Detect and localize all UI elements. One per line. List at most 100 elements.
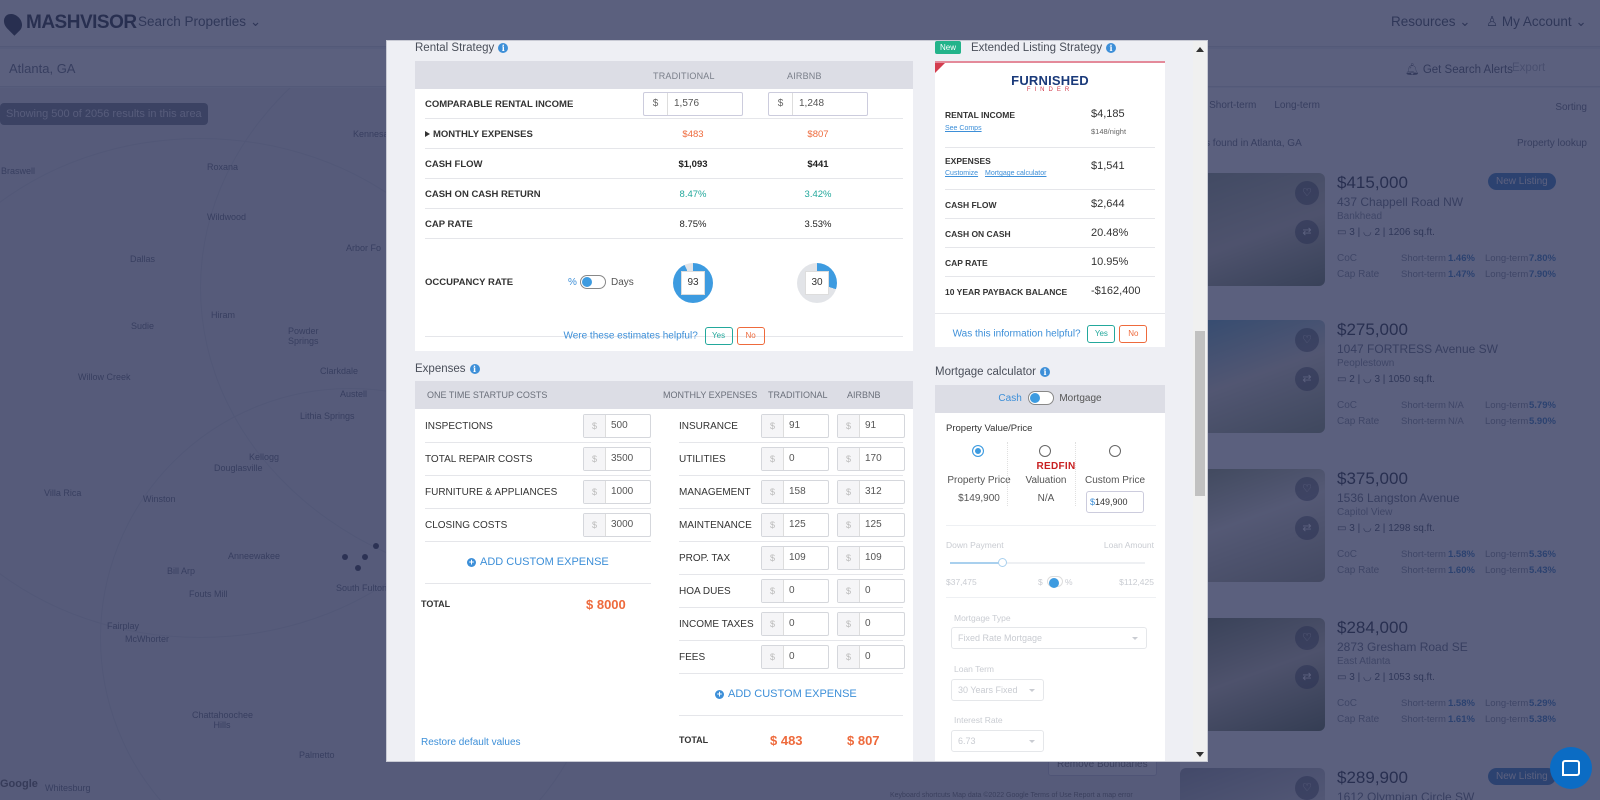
modal-scrollbar[interactable] xyxy=(1193,41,1207,761)
input-value: 109 xyxy=(789,552,806,563)
custom-price-input[interactable]: $149,900 xyxy=(1086,491,1144,513)
chat-launcher-button[interactable] xyxy=(1550,747,1592,789)
traditional-value: $483 xyxy=(682,129,704,140)
currency-symbol: $ xyxy=(838,514,860,536)
scrollbar-thumb[interactable] xyxy=(1195,331,1205,496)
airbnb-fees-input[interactable]: $0 xyxy=(837,645,905,669)
airbnb-management-input[interactable]: $312 xyxy=(837,480,905,504)
input-value: 0 xyxy=(789,453,795,464)
startup-total-label: TOTAL xyxy=(421,599,451,609)
cash-mortgage-toggle[interactable] xyxy=(1027,391,1054,406)
row-monthly-expenses[interactable]: MONTHLY EXPENSES $483 $807 xyxy=(425,119,903,149)
custom-price-radio[interactable] xyxy=(1109,445,1121,457)
restore-defaults-link[interactable]: Restore default values xyxy=(421,737,521,748)
feedback-yes-button[interactable]: Yes xyxy=(1087,325,1116,343)
col-startup: ONE TIME STARTUP COSTS xyxy=(427,390,548,400)
startup-row-furniture: FURNITURE & APPLIANCES $1000 xyxy=(425,476,651,509)
valuation-label: Valuation xyxy=(1025,475,1067,486)
monthly-row: PROP. TAX $109 $109 xyxy=(679,542,905,575)
airbnb-prop-tax-input[interactable]: $109 xyxy=(837,546,905,570)
percent-days-toggle[interactable] xyxy=(580,275,606,289)
section-title: Rental Strategy xyxy=(415,42,495,54)
traditional-prop-tax-input[interactable]: $109 xyxy=(761,546,829,570)
feedback-no-button[interactable]: No xyxy=(736,327,765,345)
brand-main: FURNISHED xyxy=(1011,73,1089,88)
traditional-utilities-input[interactable]: $0 xyxy=(761,447,829,471)
currency-symbol: $ xyxy=(762,415,784,437)
airbnb-insurance-input[interactable]: $91 xyxy=(837,414,905,438)
airbnb-hoa-input[interactable]: $0 xyxy=(837,579,905,603)
donut-value[interactable]: 30 xyxy=(805,271,829,295)
airbnb-income-input[interactable]: $1,248 xyxy=(768,92,868,116)
traditional-income-taxes-input[interactable]: $0 xyxy=(761,612,829,636)
scroll-up-arrow-icon[interactable] xyxy=(1196,47,1204,52)
rental-strategy-table: TRADITIONAL AIRBNB COMPARABLE RENTAL INC… xyxy=(415,61,913,351)
dollar-percent-toggle[interactable] xyxy=(1047,576,1063,588)
add-monthly-custom-expense-button[interactable]: ADD CUSTOM EXPENSE xyxy=(715,688,857,700)
monthly-row: HOA DUES $0 $0 xyxy=(679,575,905,608)
input-value: 1000 xyxy=(611,486,634,497)
divider xyxy=(935,313,1165,314)
see-comps-link[interactable]: See Comps xyxy=(945,125,982,132)
currency-symbol: $ xyxy=(838,481,860,503)
row-label: CASH ON CASH RETURN xyxy=(425,189,541,200)
extended-listing-heading: New Extended Listing Strategy i xyxy=(935,41,1117,54)
info-icon[interactable]: i xyxy=(1106,42,1117,53)
row-label: 10 YEAR PAYBACK BALANCE xyxy=(945,287,1068,297)
row-label: FEES xyxy=(679,652,706,663)
info-feedback: Was this information helpful? Yes No xyxy=(935,325,1165,343)
loan-term-select[interactable]: 30 Years Fixed xyxy=(951,679,1044,701)
row-value: 20.48% xyxy=(1091,227,1129,239)
interest-rate-input[interactable]: 6.73 xyxy=(951,730,1044,752)
section-title: Expenses xyxy=(415,363,466,375)
customize-link[interactable]: Customize xyxy=(945,170,979,177)
valuation-radio[interactable] xyxy=(1039,445,1051,457)
airbnb-utilities-input[interactable]: $170 xyxy=(837,447,905,471)
row-label: INSURANCE xyxy=(679,421,738,432)
traditional-income-input[interactable]: $1,576 xyxy=(643,92,743,116)
rental-strategy-heading: Rental Strategy i xyxy=(415,42,509,54)
feedback-yes-button[interactable]: Yes xyxy=(704,327,733,345)
brand-sub: FINDER xyxy=(1026,87,1074,93)
input-value: 1,248 xyxy=(799,98,825,109)
row-value: $1,541 xyxy=(1091,160,1125,172)
mortgage-type-select[interactable]: Fixed Rate Mortgage xyxy=(951,627,1147,649)
mortgage-calculator-link[interactable]: Mortgage calculator xyxy=(985,170,1047,177)
traditional-fees-input[interactable]: $0 xyxy=(761,645,829,669)
col-monthly: MONTHLY EXPENSES xyxy=(663,390,758,400)
traditional-maintenance-input[interactable]: $125 xyxy=(761,513,829,537)
repair-costs-input[interactable]: $3500 xyxy=(583,447,651,471)
info-icon[interactable]: i xyxy=(469,364,480,374)
feedback-no-button[interactable]: No xyxy=(1119,325,1148,343)
traditional-hoa-input[interactable]: $0 xyxy=(761,579,829,603)
furniture-input[interactable]: $1000 xyxy=(583,480,651,504)
scroll-down-arrow-icon[interactable] xyxy=(1196,752,1204,757)
add-startup-custom-expense-button[interactable]: ADD CUSTOM EXPENSE xyxy=(467,556,609,568)
property-price-radio[interactable] xyxy=(972,445,984,457)
inspections-input[interactable]: $500 xyxy=(583,414,651,438)
monthly-row: UTILITIES $0 $170 xyxy=(679,443,905,476)
traditional-insurance-input[interactable]: $91 xyxy=(761,414,829,438)
info-icon[interactable]: i xyxy=(498,43,509,53)
traditional-management-input[interactable]: $158 xyxy=(761,480,829,504)
input-value: 125 xyxy=(865,519,882,530)
airbnb-maintenance-input[interactable]: $125 xyxy=(837,513,905,537)
slider-handle[interactable] xyxy=(998,558,1007,567)
days-label: Days xyxy=(611,277,634,288)
row-label: TOTAL REPAIR COSTS xyxy=(425,454,533,465)
property-price-value: $149,900 xyxy=(958,493,1000,504)
down-payment-slider[interactable] xyxy=(950,558,1145,567)
row-cash-on-cash-return: CASH ON CASH RETURN 8.47% 3.42% xyxy=(425,179,903,209)
row-label: MONTHLY EXPENSES xyxy=(425,129,533,140)
row-label: INCOME TAXES xyxy=(679,619,754,630)
feedback-question: Was this information helpful? xyxy=(952,328,1081,340)
closing-costs-input[interactable]: $3000 xyxy=(583,513,651,537)
divider xyxy=(425,583,651,584)
info-icon[interactable]: i xyxy=(1040,367,1050,377)
airbnb-total-value: $ 807 xyxy=(847,733,880,748)
row-label: RENTAL INCOME xyxy=(945,110,1016,120)
airbnb-income-taxes-input[interactable]: $0 xyxy=(837,612,905,636)
monthly-row: INCOME TAXES $0 $0 xyxy=(679,608,905,641)
donut-value[interactable]: 93 xyxy=(681,271,705,295)
divider xyxy=(679,715,903,716)
